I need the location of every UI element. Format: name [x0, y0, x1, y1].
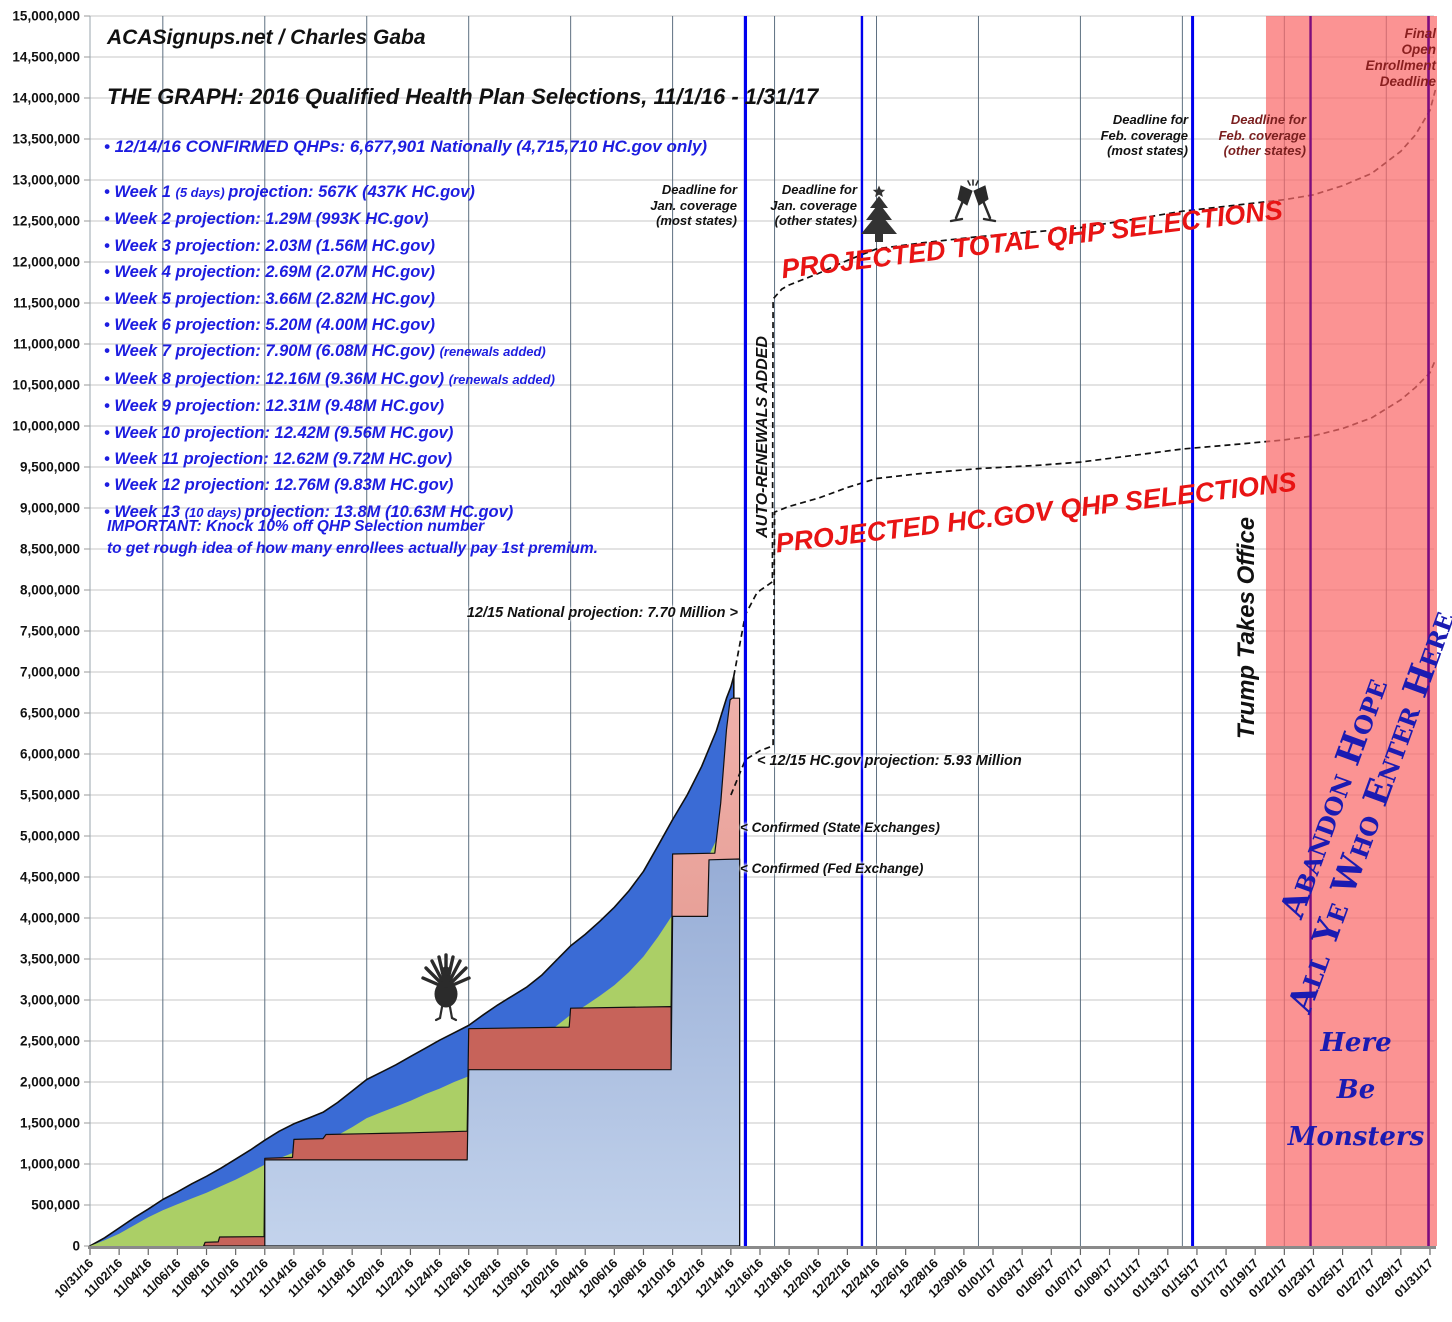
- note-line: Here: [1320, 1028, 1392, 1058]
- confirmed-state-callout: < Confirmed (State Exchanges): [740, 820, 940, 835]
- important-note-line1: IMPORTANT: Knock 10% off QHP Selection n…: [107, 518, 485, 535]
- y-axis-label: 9,500,000: [20, 460, 80, 475]
- note-line: Jan. coverage: [650, 197, 737, 213]
- y-axis-label: 1,500,000: [20, 1116, 80, 1131]
- week-12-projection: • Week 12 projection: 12.76M (9.83M HC.g…: [104, 476, 454, 495]
- final-open-enrollment-deadline-note: Final Open Enrollment Deadline: [1365, 26, 1436, 90]
- note-line: Feb. coverage: [1100, 127, 1188, 143]
- confirmed-fed-callout: < Confirmed (Fed Exchange): [740, 861, 924, 876]
- y-axis-label: 14,000,000: [12, 91, 80, 106]
- christmas-tree-icon: [861, 185, 897, 242]
- hcgov-projection-dashed-line: [730, 358, 1437, 796]
- y-axis-label: 14,500,000: [12, 50, 80, 65]
- y-axis-label: 15,000,000: [12, 9, 80, 24]
- note-line: (most states): [1107, 143, 1188, 158]
- note-line: Deadline: [1379, 74, 1436, 89]
- hcgov-projection-callout: < 12/15 HC.gov projection: 5.93 Million: [757, 753, 1022, 769]
- y-axis-label: 2,000,000: [20, 1075, 80, 1090]
- chart-title: THE GRAPH: 2016 Qualified Health Plan Se…: [107, 84, 819, 109]
- note-line: Monsters: [1287, 1122, 1425, 1152]
- week-3-projection: • Week 3 projection: 2.03M (1.56M HC.gov…: [104, 236, 435, 255]
- note-line: Feb. coverage: [1218, 127, 1306, 143]
- week-8-projection: • Week 8 projection: 12.16M (9.36M HC.go…: [104, 369, 555, 388]
- national-projection-callout: 12/15 National projection: 7.70 Million …: [466, 605, 738, 621]
- note-line: Enrollment: [1365, 58, 1436, 73]
- note-line: Deadline for: [1230, 112, 1306, 127]
- week-6-projection: • Week 6 projection: 5.20M (4.00M HC.gov…: [104, 316, 435, 335]
- y-axis-label: 2,500,000: [20, 1034, 80, 1049]
- weekly-projection-list: • Week 1 (5 days) projection: 567K (437K…: [104, 179, 555, 526]
- y-axis-label: 3,000,000: [20, 993, 80, 1008]
- y-axis-label: 3,500,000: [20, 952, 80, 967]
- y-axis-label: 4,000,000: [20, 911, 80, 926]
- note-line: Deadline for: [781, 182, 857, 197]
- y-axis-label: 13,500,000: [12, 132, 80, 147]
- site-brand: ACASignups.net / Charles Gaba: [107, 26, 426, 49]
- week-10-projection: • Week 10 projection: 12.42M (9.56M HC.g…: [104, 423, 454, 442]
- y-axis-label: 6,000,000: [20, 747, 80, 762]
- y-axis-label: 0: [72, 1239, 80, 1254]
- y-axis-label: 5,000,000: [20, 829, 80, 844]
- note-line: Jan. coverage: [770, 197, 857, 213]
- y-axis-label: 7,500,000: [20, 624, 80, 639]
- trump-takes-office-label: Trump Takes Office: [1233, 516, 1260, 740]
- here-be-monsters-label: Here Be Monsters: [1276, 1020, 1436, 1161]
- note-line: Final: [1404, 26, 1436, 41]
- week-4-projection: • Week 4 projection: 2.69M (2.07M HC.gov…: [104, 263, 435, 282]
- week-2-projection: • Week 2 projection: 1.29M (993K HC.gov): [104, 210, 429, 229]
- y-axis-label: 1,000,000: [20, 1157, 80, 1172]
- y-axis-label: 13,000,000: [12, 173, 80, 188]
- note-line: (most states): [656, 213, 737, 228]
- note-line: Be: [1336, 1075, 1376, 1105]
- week-9-projection: • Week 9 projection: 12.31M (9.48M HC.go…: [104, 397, 445, 416]
- y-axis-label: 11,000,000: [13, 337, 80, 352]
- y-axis-label: 9,000,000: [20, 501, 80, 516]
- note-line: (other states): [1223, 143, 1306, 158]
- y-axis-label: 12,500,000: [12, 214, 80, 229]
- y-axis-label: 500,000: [31, 1198, 80, 1213]
- note-line: Open: [1401, 42, 1436, 57]
- week-1-projection: • Week 1 (5 days) projection: 567K (437K…: [104, 183, 475, 201]
- week-13-projection: • Week 13 (10 days) projection: 13.8M (1…: [104, 502, 514, 521]
- auto-renewals-label: AUTO-RENEWALS ADDED: [754, 336, 771, 538]
- week-5-projection: • Week 5 projection: 3.66M (2.82M HC.gov…: [104, 289, 435, 308]
- important-note-line2: to get rough idea of how many enrollees …: [107, 540, 598, 557]
- y-axis-label: 5,500,000: [20, 788, 80, 803]
- y-axis-label: 12,000,000: [12, 255, 80, 270]
- y-axis-label: 7,000,000: [20, 665, 80, 680]
- y-axis-label: 10,000,000: [12, 419, 80, 434]
- y-axis-label: 8,500,000: [20, 542, 80, 557]
- y-axis-label: 8,000,000: [20, 583, 80, 598]
- y-axis-label: 11,500,000: [13, 296, 80, 311]
- note-line: Deadline for: [661, 182, 737, 197]
- y-axis-label: 6,500,000: [20, 706, 80, 721]
- note-line: Deadline for: [1112, 112, 1188, 127]
- deadline-feb-most-states-note: Deadline for Feb. coverage (most states): [1048, 112, 1188, 159]
- week-7-projection: • Week 7 projection: 7.90M (6.08M HC.gov…: [104, 342, 546, 361]
- thanksgiving-turkey-icon: [421, 953, 471, 1022]
- post-inauguration-region: [1265, 16, 1437, 1246]
- y-axis-label: 4,500,000: [20, 870, 80, 885]
- note-line: (other states): [774, 213, 857, 228]
- confirmed-qhp-total: • 12/14/16 CONFIRMED QHPs: 6,677,901 Nat…: [104, 137, 708, 156]
- deadline-jan-other-states-note: Deadline for Jan. coverage (other states…: [717, 182, 857, 229]
- week-11-projection: • Week 11 projection: 12.62M (9.72M HC.g…: [104, 450, 453, 469]
- new-years-champagne-icon: [949, 179, 997, 223]
- deadline-jan-most-states-note: Deadline for Jan. coverage (most states): [597, 182, 737, 229]
- deadline-feb-other-states-note: Deadline for Feb. coverage (other states…: [1166, 112, 1306, 159]
- y-axis-label: 10,500,000: [12, 378, 80, 393]
